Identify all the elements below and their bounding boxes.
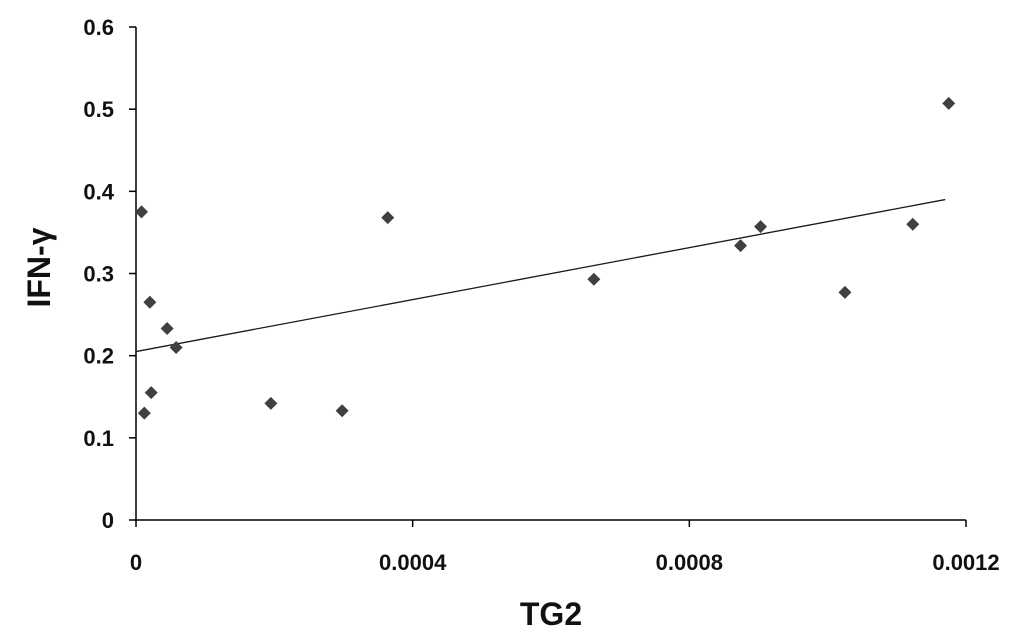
x-tick-label: 0.0012 bbox=[932, 550, 999, 575]
data-point bbox=[335, 404, 349, 418]
data-point bbox=[942, 96, 956, 110]
data-point bbox=[169, 340, 183, 354]
data-point bbox=[143, 295, 157, 309]
y-tick-label: 0 bbox=[102, 508, 114, 533]
data-point bbox=[135, 205, 149, 219]
y-tick-label: 0.5 bbox=[83, 97, 114, 122]
data-point bbox=[754, 220, 768, 234]
y-axis-title: IFN-γ bbox=[21, 227, 57, 307]
data-point bbox=[587, 272, 601, 286]
data-point bbox=[137, 406, 151, 420]
y-tick-label: 0.6 bbox=[83, 15, 114, 40]
data-point bbox=[906, 217, 920, 231]
y-tick-label: 0.3 bbox=[83, 262, 114, 287]
x-axis-title: TG2 bbox=[520, 596, 582, 632]
data-point bbox=[381, 211, 395, 225]
trendline-layer bbox=[135, 198, 946, 353]
data-point bbox=[838, 285, 852, 299]
data-point bbox=[264, 396, 278, 410]
x-tick-label: 0.0004 bbox=[379, 550, 447, 575]
y-tick-label: 0.2 bbox=[83, 344, 114, 369]
data-points bbox=[135, 96, 956, 420]
data-point bbox=[160, 322, 174, 336]
data-point bbox=[144, 386, 158, 400]
axes: 0 0.1 0.2 0.3 0.4 0.5 0.6 0 0.0004 0.0008 0.0012 bbox=[83, 15, 999, 575]
data-point bbox=[734, 239, 748, 253]
x-tick-label: 0.0008 bbox=[656, 550, 723, 575]
y-tick-label: 0.1 bbox=[83, 426, 114, 451]
x-tick-label: 0 bbox=[130, 550, 142, 575]
y-tick-label: 0.4 bbox=[83, 179, 114, 204]
linear-trendline bbox=[135, 198, 946, 353]
